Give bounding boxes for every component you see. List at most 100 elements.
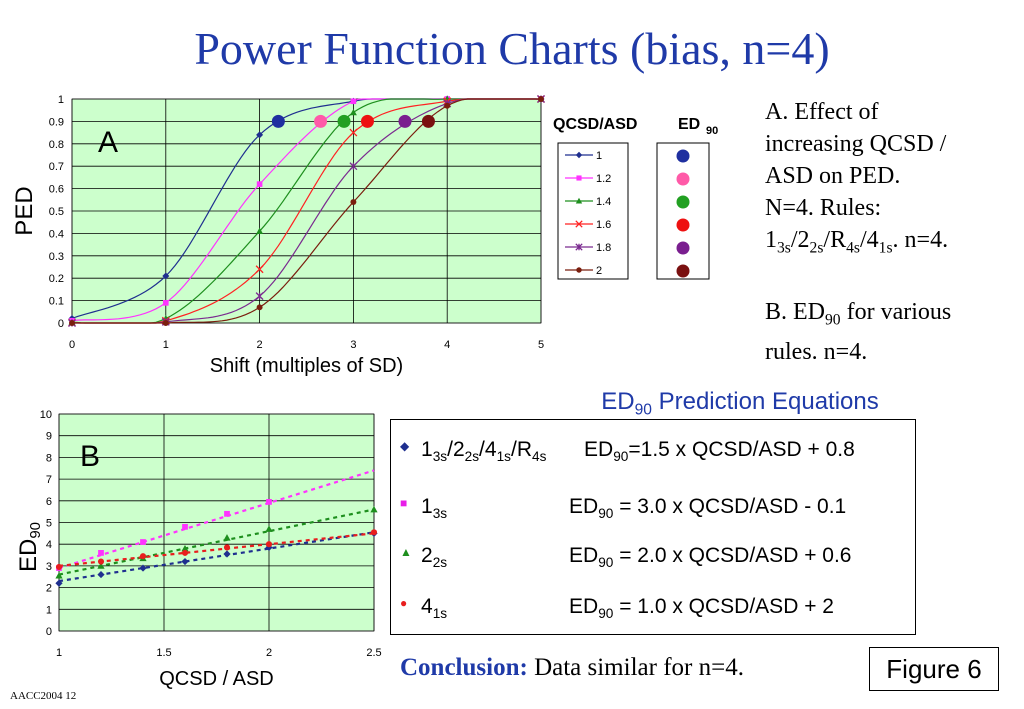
y-tick-label: 0.9 bbox=[49, 116, 64, 128]
y-tick-label: 0 bbox=[46, 626, 52, 638]
x-axis-label: Shift (multiples of SD) bbox=[210, 355, 403, 377]
eq-head-tail: Prediction Equations bbox=[651, 388, 879, 415]
data-point bbox=[350, 98, 357, 105]
data-point bbox=[140, 539, 146, 545]
x-tick-label: 1 bbox=[163, 339, 169, 351]
chart-a: 0 0.1 0.2 0.3 0.4 0.5 0.6 0.7 0.8 0.9 1 0 1 2 3 4 5 A Shif… bbox=[11, 94, 718, 377]
bullet-icon: ▲ bbox=[400, 545, 412, 559]
legend-label: 1.6 bbox=[596, 219, 611, 231]
ed90-legend-box bbox=[656, 142, 710, 280]
equation-row: ● 41s ED90 = 1.0 x QCSD/ASD + 2 bbox=[391, 592, 915, 632]
series-2 bbox=[69, 96, 544, 326]
y-tick-label: 9 bbox=[46, 431, 52, 443]
data-point bbox=[349, 162, 358, 171]
rule-name: 41s bbox=[421, 595, 448, 621]
y-tick-label: 3 bbox=[46, 561, 52, 573]
y-tick-label: 0.1 bbox=[49, 296, 64, 308]
series-0 bbox=[55, 529, 378, 587]
data-point bbox=[97, 558, 105, 565]
bullet-icon: ● bbox=[400, 596, 408, 610]
conclusion: Conclusion: Data similar for n=4. bbox=[400, 654, 744, 682]
data-point bbox=[97, 570, 105, 579]
y-tick-label: 0.7 bbox=[49, 161, 64, 173]
panel-a-description: A. Effect of increasing QCSD / ASD on PE… bbox=[765, 96, 1020, 264]
y-tick-label: 2 bbox=[46, 583, 52, 595]
equations-box: ◆ 13s/22s/41s/R4s ED90=1.5 x QCSD/ASD + 0.… bbox=[390, 419, 916, 635]
y-tick-label: 0.4 bbox=[49, 228, 64, 240]
y-tick-label: 0.5 bbox=[49, 206, 64, 218]
slide-title: Power Function Charts (bias, n=4) bbox=[194, 23, 830, 74]
trend-line bbox=[58, 508, 375, 576]
ed90-legend-dot bbox=[676, 264, 690, 278]
data-point bbox=[350, 199, 357, 206]
trend-line bbox=[58, 469, 375, 570]
conclusion-text: Data similar for n=4. bbox=[527, 654, 744, 681]
legend-marker bbox=[576, 175, 582, 181]
data-point bbox=[55, 572, 63, 579]
x-tick-label: 4 bbox=[444, 339, 450, 351]
ed90-marker bbox=[421, 114, 435, 128]
data-point bbox=[223, 534, 231, 541]
data-point bbox=[266, 499, 272, 505]
y-axis-label-sub: 90 bbox=[27, 522, 44, 539]
desc-line: N=4. Rules: bbox=[765, 195, 882, 221]
equation-row: ◆ 13s/22s/41s/R4s ED90=1.5 x QCSD/ASD + 0.… bbox=[391, 435, 915, 475]
desc-line: ASD on PED. bbox=[765, 163, 901, 189]
ed90-legend-dot bbox=[676, 195, 690, 209]
y-tick-label: 0.3 bbox=[49, 251, 64, 263]
data-point bbox=[444, 102, 451, 109]
data-point bbox=[139, 564, 147, 572]
data-point bbox=[265, 543, 273, 552]
data-point bbox=[255, 265, 264, 274]
data-point bbox=[55, 579, 63, 587]
rule-name: 13s bbox=[421, 495, 448, 521]
y-tick-label: 1 bbox=[46, 604, 52, 616]
y-tick-label: 7 bbox=[46, 474, 52, 486]
eq-head-sub: 90 bbox=[634, 401, 652, 419]
data-point bbox=[538, 96, 544, 102]
legend-marker bbox=[575, 220, 583, 228]
data-point bbox=[97, 562, 105, 569]
ed90-marker bbox=[337, 114, 351, 128]
legend-marker bbox=[575, 151, 583, 159]
trend-line bbox=[58, 531, 375, 583]
ed90-marker bbox=[271, 114, 285, 128]
data-point bbox=[256, 304, 263, 311]
series-line bbox=[72, 98, 539, 324]
data-point bbox=[349, 108, 357, 116]
desc-line: A. Effect of bbox=[765, 99, 879, 125]
data-point bbox=[224, 510, 230, 517]
footer: AACC2004 12 bbox=[10, 690, 77, 702]
x-tick-label: 1.5 bbox=[156, 647, 171, 659]
data-point bbox=[181, 557, 189, 566]
data-point bbox=[163, 300, 169, 306]
data-point bbox=[370, 505, 378, 513]
panel-b-description: B. ED90 for various rules. n=4. bbox=[765, 296, 1020, 368]
data-point bbox=[182, 523, 188, 530]
figure-label: Figure 6 bbox=[869, 647, 999, 691]
bullet-icon: ◆ bbox=[400, 439, 410, 453]
data-point bbox=[255, 292, 264, 301]
legend-label: 1.2 bbox=[596, 173, 611, 185]
b-tail: for various bbox=[840, 299, 952, 325]
ed90-marker bbox=[314, 114, 328, 128]
data-point bbox=[370, 529, 378, 536]
x-tick-label: 2 bbox=[257, 339, 263, 351]
legend-marker bbox=[575, 197, 583, 204]
equations-header: ED90 Prediction Equations bbox=[540, 388, 940, 419]
y-tick-label: 6 bbox=[46, 496, 52, 508]
x-axis-label: QCSD / ASD bbox=[159, 668, 273, 690]
ed90-legend-dot bbox=[676, 218, 690, 232]
rule-name: 13s/22s/41s/R4s bbox=[421, 438, 547, 464]
legend2-sub: 90 bbox=[706, 125, 718, 137]
series-2 bbox=[55, 505, 378, 579]
data-point bbox=[349, 128, 358, 137]
data-point bbox=[181, 544, 189, 552]
x-tick-label: 2 bbox=[266, 647, 272, 659]
legend-label: 1.8 bbox=[596, 242, 611, 254]
data-point bbox=[265, 541, 273, 548]
equation-text: ED90 = 2.0 x QCSD/ASD + 0.6 bbox=[569, 544, 852, 570]
equation-text: ED90 = 1.0 x QCSD/ASD + 2 bbox=[569, 595, 834, 621]
b-sub: 90 bbox=[825, 311, 841, 329]
